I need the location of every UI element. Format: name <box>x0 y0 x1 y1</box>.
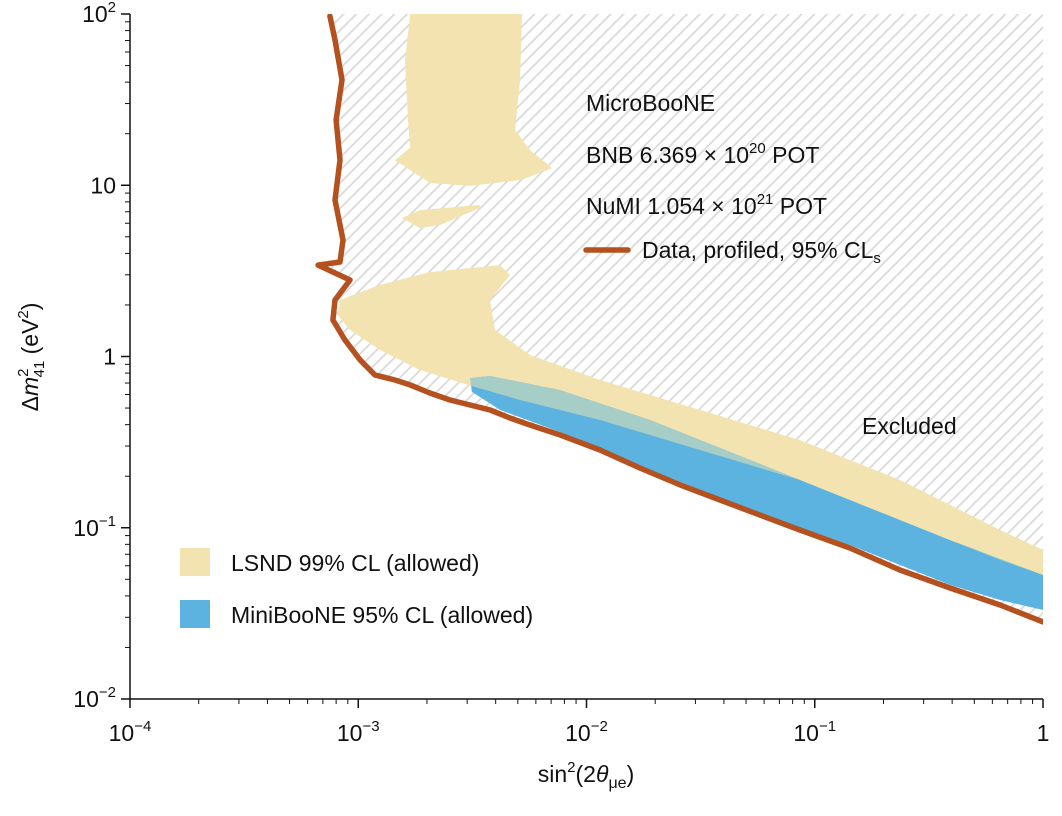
y-tick-label: 1 <box>103 344 116 370</box>
legend-swatch-lsnd <box>180 548 210 576</box>
legend-swatch-miniboone <box>180 600 210 628</box>
y-axis-label: Δm241 (eV2) <box>15 303 48 412</box>
legend-item-lsnd: LSND 99% CL (allowed) <box>180 548 479 576</box>
y-tick-label: 10−1 <box>73 513 116 541</box>
lsnd-polygon-1 <box>402 204 480 229</box>
data-exclusion-curve <box>315 14 1043 625</box>
axes: 10−4 10−3 10−2 10−1 1 10−2 10−1 1 10 102 <box>73 0 1049 746</box>
legend-item-data: Data, profiled, 95% CLs <box>583 237 881 267</box>
annotation-experiment: MicroBooNE <box>586 90 715 116</box>
x-tick-label: 10−4 <box>109 718 152 746</box>
x-tick-label: 10−1 <box>793 718 836 746</box>
x-tick-label: 1 <box>1037 720 1050 746</box>
legend-label-miniboone: MiniBooNE 95% CL (allowed) <box>231 602 533 628</box>
y-tick-label: 10−2 <box>73 684 116 712</box>
annotation-excluded: Excluded <box>862 413 957 439</box>
x-tick-label: 10−3 <box>337 718 380 746</box>
x-tick-label: 10−2 <box>565 718 608 746</box>
annotation-bnb: BNB 6.369 × 1020 POT <box>586 140 819 168</box>
legend-item-miniboone: MiniBooNE 95% CL (allowed) <box>180 600 533 628</box>
y-tick-label: 10 <box>90 172 116 198</box>
annotation-numi: NuMI 1.054 × 1021 POT <box>586 191 827 219</box>
legend-label-lsnd: LSND 99% CL (allowed) <box>231 550 479 576</box>
lsnd-region <box>337 14 1043 575</box>
x-axis-label: sin2(2θμe) <box>538 759 634 792</box>
miniboone-polygon-0 <box>470 376 1043 610</box>
lsnd-polygon-2 <box>337 265 1043 575</box>
miniboone-region <box>470 376 1043 610</box>
legend-label-data: Data, profiled, 95% CLs <box>642 237 881 267</box>
lsnd-polygon-0 <box>395 14 552 186</box>
y-tick-label: 102 <box>82 0 116 27</box>
